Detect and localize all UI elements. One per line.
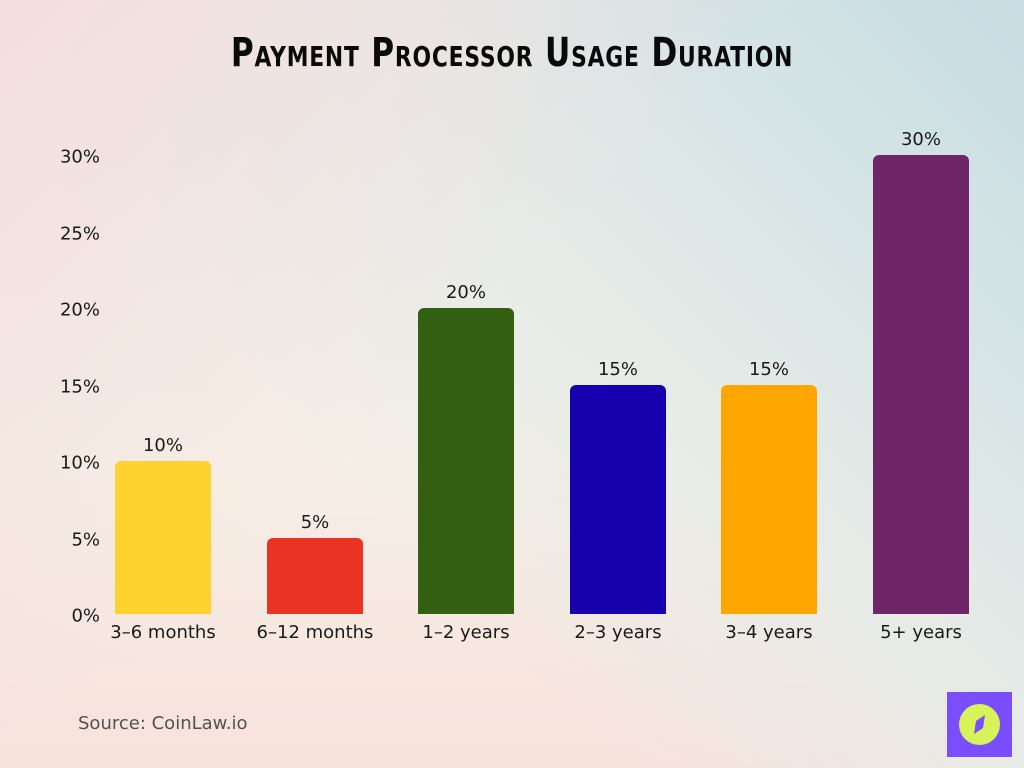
bar [570, 384, 666, 614]
y-tick-label: 10% [59, 452, 100, 474]
compass-icon [974, 715, 985, 734]
y-tick-label: 5% [71, 529, 100, 550]
bar-value-label: 15% [748, 358, 789, 380]
brand-logo [947, 692, 1012, 757]
x-tick-label: 1–2 years [422, 622, 510, 643]
bar-value-label: 30% [900, 129, 941, 150]
x-tick-label: 5+ years [880, 622, 962, 643]
bar-value-label: 5% [300, 511, 330, 533]
bar-value-label: 20% [445, 282, 486, 303]
x-tick-label: 2–3 years [574, 622, 662, 643]
x-tick-label: 3–4 years [725, 622, 813, 643]
bar-value-label: 10% [142, 435, 183, 456]
bar [721, 384, 817, 614]
y-tick-label: 20% [59, 299, 100, 321]
source-note: Source: CoinLaw.io [78, 713, 248, 734]
y-tick-label: 25% [59, 223, 100, 244]
y-tick-label: 30% [59, 146, 100, 168]
x-tick-label: 3–6 months [110, 622, 216, 643]
y-tick-label: 0% [71, 605, 100, 627]
bar [115, 461, 211, 614]
bar [873, 155, 969, 614]
bar [418, 308, 514, 614]
y-tick-label: 15% [59, 376, 100, 397]
x-tick-label: 6–12 months [256, 622, 374, 643]
bar [267, 537, 363, 614]
bar-value-label: 15% [597, 358, 638, 380]
chart-title: Payment Processor Usage Duration [230, 30, 794, 76]
